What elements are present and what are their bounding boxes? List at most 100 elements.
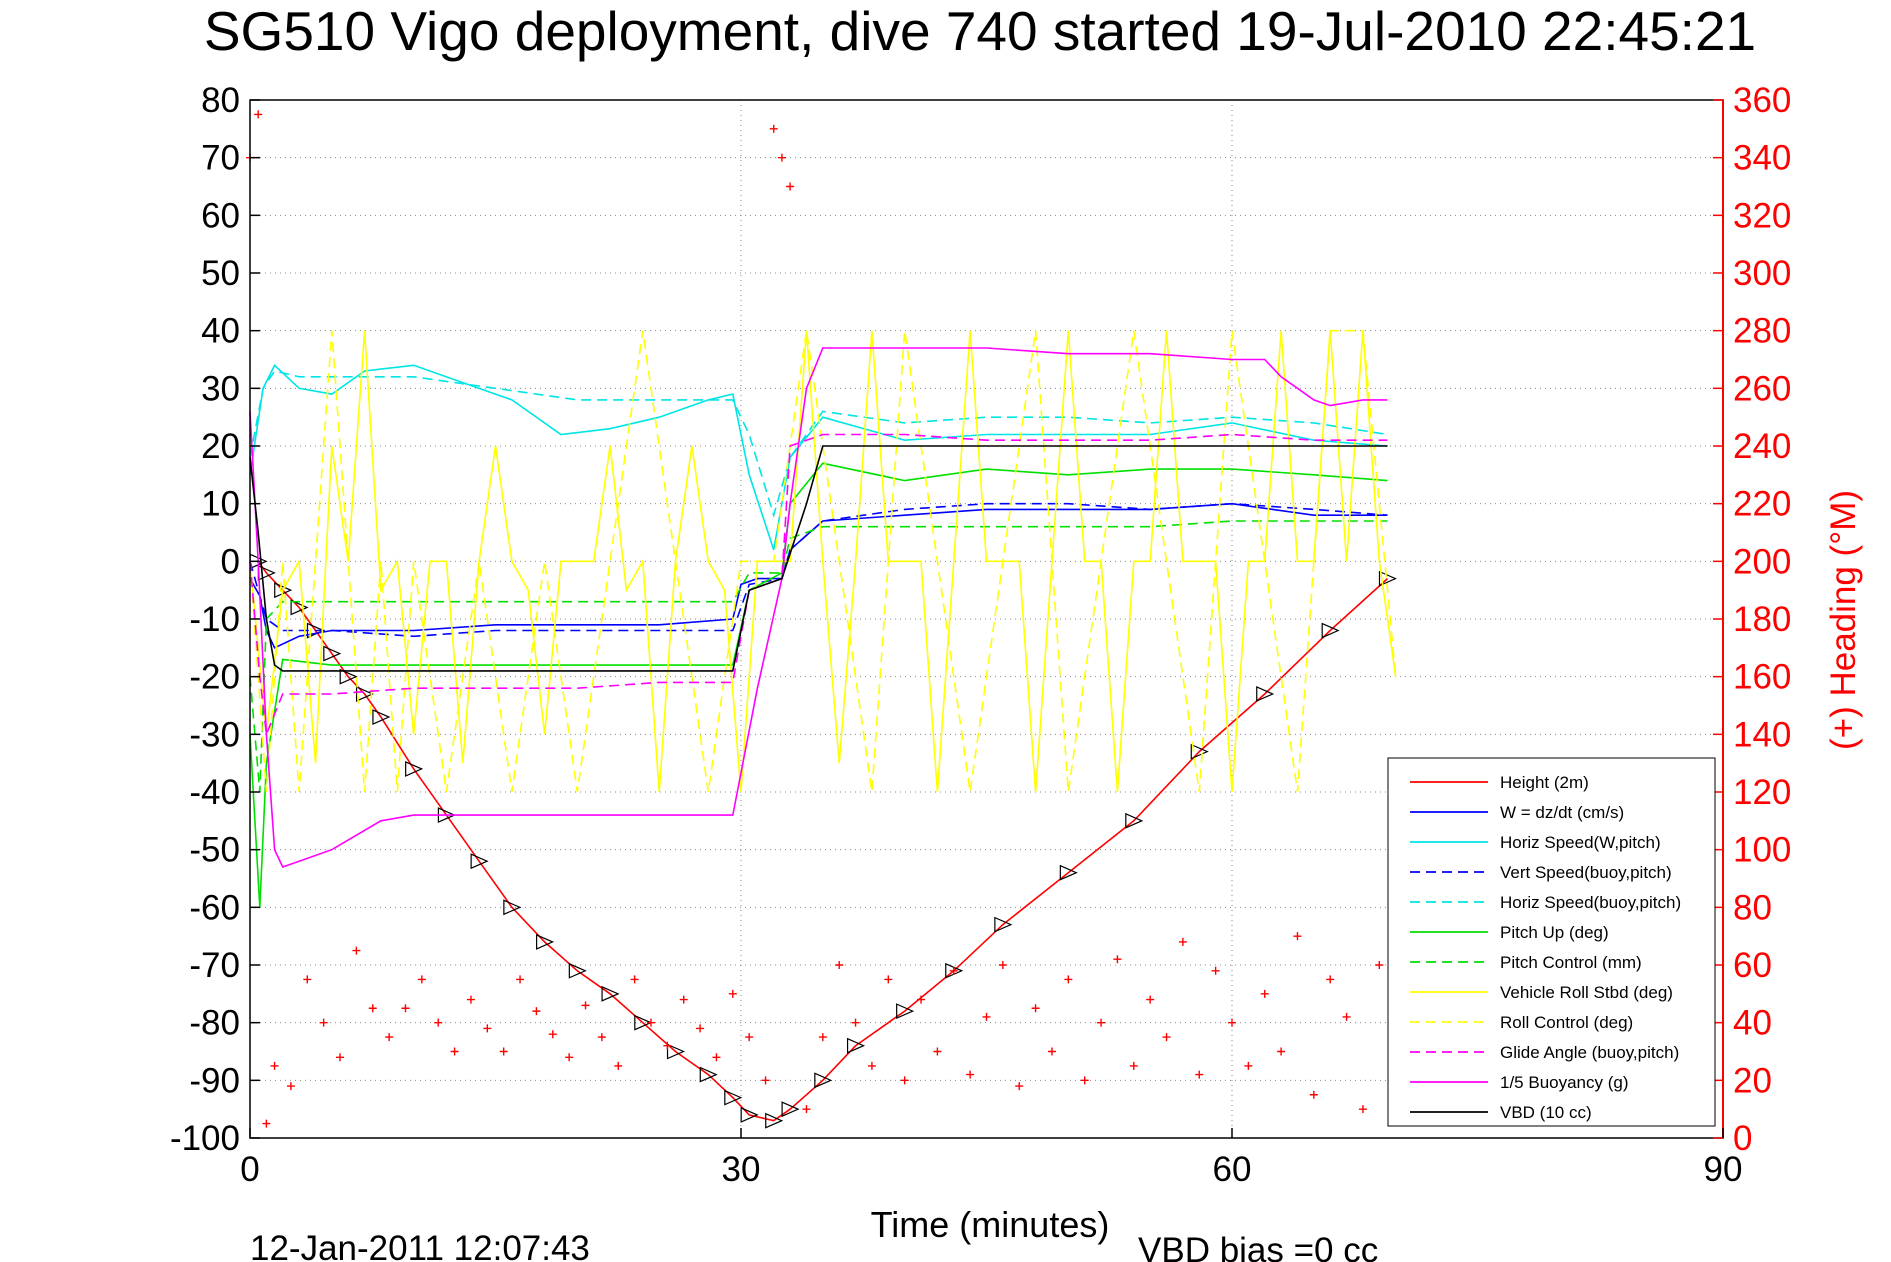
heading-point: [1129, 1061, 1138, 1070]
heading-point: [385, 1033, 394, 1042]
right-tick-label: 280: [1733, 312, 1791, 351]
height-marker: [1125, 812, 1144, 829]
heading-point: [532, 1007, 541, 1016]
heading-point: [679, 995, 688, 1004]
left-tick-label: -70: [189, 946, 240, 985]
bottom-tick-label: 30: [722, 1150, 761, 1189]
heading-point: [745, 1033, 754, 1042]
legend-label: Pitch Up (deg): [1500, 923, 1609, 942]
left-tick-label: 60: [201, 196, 240, 235]
heading-point: [1097, 1018, 1106, 1027]
heading-point: [483, 1024, 492, 1033]
height-marker: [323, 645, 342, 662]
height-marker: [699, 1066, 718, 1083]
heading-point: [581, 1001, 590, 1010]
bottom-tick-label: 60: [1213, 1150, 1252, 1189]
right-axis-label: (+) Heading (°M): [1824, 490, 1863, 750]
heading-point: [786, 182, 795, 191]
series-line-6: [249, 520, 1388, 793]
height-marker: [355, 686, 375, 702]
right-tick-label: 20: [1733, 1061, 1772, 1100]
heading-point: [417, 975, 426, 984]
heading-point: [1113, 955, 1122, 964]
legend-label: Height (2m): [1500, 773, 1589, 792]
height-marker: [290, 599, 309, 616]
heading-point: [802, 1105, 811, 1114]
heading-point: [1342, 1012, 1351, 1021]
right-axis: 3603403203002802602402202001801601401201…: [1713, 81, 1791, 1158]
heading-point: [867, 1061, 876, 1070]
right-tick-label: 120: [1733, 773, 1791, 812]
heading-point: [1080, 1076, 1089, 1085]
heading-point: [286, 1082, 295, 1091]
left-tick-label: 40: [201, 312, 240, 351]
series-line-2: [249, 363, 1388, 551]
heading-point: [646, 1018, 655, 1027]
heading-point: [1244, 1061, 1253, 1070]
heading-point: [917, 995, 926, 1004]
right-tick-label: 100: [1733, 831, 1791, 870]
heading-point: [949, 966, 958, 975]
right-tick-label: 160: [1733, 658, 1791, 697]
heading-point: [966, 1070, 975, 1079]
series-line-1: [249, 502, 1388, 649]
right-tick-label: 60: [1733, 946, 1772, 985]
right-tick-label: 240: [1733, 427, 1791, 466]
heading-point: [1228, 1018, 1236, 1027]
heading-point: [884, 975, 893, 984]
heading-point: [319, 1018, 328, 1027]
left-tick-label: 20: [201, 427, 240, 466]
right-tick-label: 140: [1733, 715, 1791, 754]
height-marker: [372, 709, 391, 725]
left-tick-label: -100: [170, 1119, 240, 1158]
left-tick-label: -50: [189, 831, 240, 870]
footer-vbd-bias: VBD bias =0 cc: [1138, 1231, 1378, 1262]
heading-point: [1358, 1105, 1367, 1114]
heading-point: [663, 1041, 672, 1050]
height-marker: [1378, 570, 1397, 587]
heading-point: [516, 975, 525, 984]
series-line-11: [249, 445, 1388, 672]
left-tick-label: 50: [201, 254, 240, 293]
heading-point: [1047, 1047, 1056, 1056]
height-marker: [814, 1072, 833, 1089]
height-marker: [568, 962, 587, 979]
height-marker: [740, 1107, 759, 1123]
left-tick-label: -10: [189, 600, 240, 639]
bottom-tick-label: 90: [1704, 1150, 1743, 1189]
legend-label: 1/5 Buoyancy (g): [1500, 1073, 1629, 1092]
height-marker: [470, 853, 489, 870]
heading-point: [270, 1061, 279, 1070]
series-line-8: [249, 329, 1397, 793]
bottom-tick-label: 0: [240, 1150, 259, 1189]
heading-point: [933, 1047, 942, 1056]
height-marker: [846, 1037, 866, 1054]
x-axis-label: Time (minutes): [871, 1204, 1110, 1245]
heading-point: [696, 1024, 705, 1033]
right-tick-label: 0: [1733, 1119, 1752, 1158]
heading-point: [336, 1053, 345, 1062]
left-tick-label: 30: [201, 369, 240, 408]
left-tick-label: -20: [189, 658, 240, 697]
legend-box: [1387, 757, 1716, 1127]
left-tick-label: -80: [189, 1004, 240, 1043]
heading-point: [614, 1061, 623, 1070]
heading-point: [1326, 975, 1335, 984]
heading-point: [1178, 937, 1187, 946]
heading-point: [728, 989, 737, 998]
heading-point: [818, 1033, 827, 1042]
height-marker: [601, 985, 620, 1002]
height-marker: [765, 1112, 784, 1129]
legend-label: Horiz Speed(buoy,pitch): [1500, 893, 1681, 912]
heading-point: [401, 1004, 410, 1013]
legend-label: VBD (10 cc): [1500, 1103, 1592, 1122]
right-tick-label: 340: [1733, 139, 1791, 178]
heading-point: [1260, 989, 1269, 998]
heading-point: [1031, 1004, 1040, 1013]
left-tick-label: -90: [189, 1061, 240, 1100]
height-marker: [503, 899, 522, 916]
series-line-7: [249, 330, 1397, 793]
legend: Height (2m) W = dz/dt (cm/s) Horiz Speed(W…: [1387, 757, 1716, 1127]
heading-point: [1162, 1033, 1171, 1042]
heading-point: [565, 1053, 574, 1062]
